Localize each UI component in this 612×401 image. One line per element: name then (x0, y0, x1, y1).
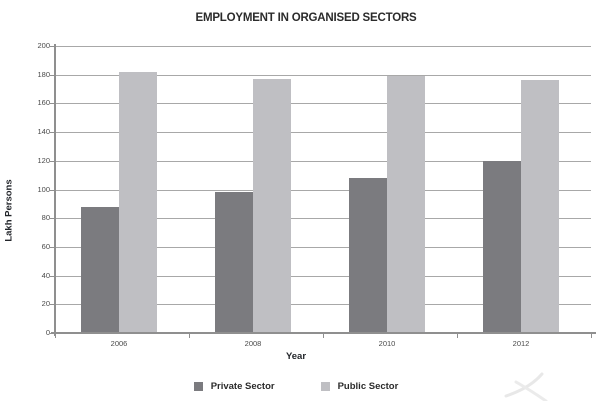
y-axis-line (54, 44, 56, 336)
legend-item: Private Sector (193, 381, 275, 392)
gridline (55, 275, 591, 277)
y-axis-tick (50, 246, 55, 248)
y-axis-tick (50, 189, 55, 191)
y-axis-tick (50, 74, 55, 76)
gridline (55, 304, 591, 306)
private-sector-bar-2012 (483, 160, 521, 333)
x-axis-tick (591, 334, 592, 338)
private-sector-bar-2006 (81, 206, 119, 333)
y-axis-tick (50, 103, 55, 105)
y-axis-tick (50, 218, 55, 220)
x-tick-label: 2012 (512, 339, 530, 348)
x-axis-tick (457, 334, 458, 338)
gridline (55, 160, 591, 162)
y-axis-tick (50, 132, 55, 134)
y-tick-label: 180 (37, 69, 50, 79)
x-tick-label: 2006 (110, 339, 128, 348)
y-axis-tick (50, 275, 55, 277)
y-tick-label: 0 (45, 328, 50, 337)
legend-label: Public Sector (337, 381, 399, 392)
x-axis-tick (189, 334, 190, 338)
y-tick-label: 140 (37, 127, 50, 137)
private-sector-bar-2010 (349, 178, 387, 333)
y-tick-label: 20 (41, 299, 50, 309)
x-axis-line (51, 332, 596, 334)
y-axis-tick (50, 333, 55, 334)
y-tick-label: 80 (41, 213, 50, 223)
public-sector-bar-2006 (119, 71, 157, 333)
y-tick-label: 40 (41, 270, 50, 280)
y-axis-tick (50, 160, 55, 162)
y-axis-tick (50, 304, 55, 306)
gridline (55, 74, 591, 76)
legend-swatch-icon (193, 382, 203, 391)
gridline (55, 189, 591, 191)
y-tick-label: 120 (37, 155, 50, 165)
x-axis-title: Year (285, 351, 307, 362)
public-sector-bar-2008 (253, 79, 291, 333)
plot-area (55, 46, 591, 334)
y-axis-title: Lakh Persons (3, 179, 15, 242)
x-tick-label: 2010 (378, 339, 396, 348)
gridline (55, 132, 591, 134)
legend: Private Sector Public Sector (0, 381, 592, 392)
gridline (55, 46, 591, 47)
legend-label: Private Sector (210, 381, 275, 392)
gridline (55, 218, 591, 220)
gridline (55, 103, 591, 105)
private-sector-bar-2008 (215, 192, 253, 333)
legend-swatch-icon (320, 382, 330, 391)
y-tick-label: 100 (37, 184, 50, 194)
x-tick-label: 2008 (244, 339, 262, 348)
x-axis-tick (323, 334, 324, 338)
y-tick-label: 60 (41, 241, 50, 251)
chart-title: EMPLOYMENT IN ORGANISED SECTORS (195, 12, 417, 24)
gridline (55, 246, 591, 248)
y-axis-tick (50, 46, 55, 47)
public-sector-bar-2012 (521, 80, 559, 333)
public-sector-bar-2010 (387, 76, 425, 333)
y-tick-label: 160 (37, 98, 50, 108)
x-axis-tick (55, 334, 56, 338)
y-tick-label: 200 (37, 41, 50, 50)
legend-item: Public Sector (320, 381, 399, 392)
